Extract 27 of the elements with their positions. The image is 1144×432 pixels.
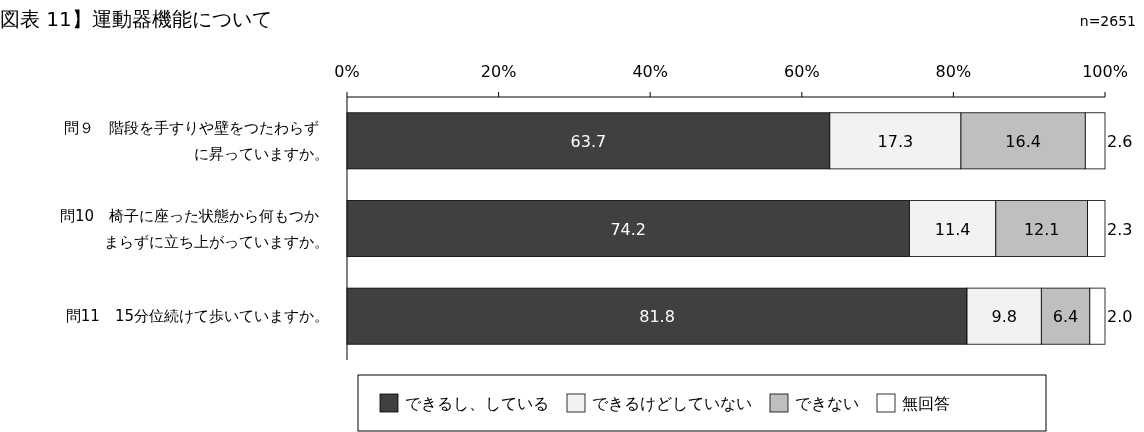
y-tick-label: 問10 椅子に座った状態から何もつかまらずに立ち上がっていますか。 bbox=[59, 206, 329, 251]
data-label: 6.4 bbox=[1052, 307, 1079, 327]
data-label: 17.3 bbox=[877, 131, 914, 151]
data-label: 2.6 bbox=[1107, 131, 1133, 151]
data-label: 63.7 bbox=[570, 131, 607, 151]
x-tick-label: 40% bbox=[632, 62, 668, 81]
y-tick-label: 問11 15分位続けて歩いていますか。 bbox=[65, 307, 329, 326]
x-tick-label: 20% bbox=[480, 62, 517, 81]
data-label: 9.8 bbox=[991, 307, 1017, 327]
data-label: 11.4 bbox=[934, 219, 971, 239]
y-tick-label: 問９ 階段を手すりや壁をつたわらずに昇っていますか。 bbox=[64, 118, 329, 163]
data-label: 2.0 bbox=[1107, 307, 1133, 327]
x-tick-label: 100% bbox=[1082, 62, 1128, 81]
data-label: 2.3 bbox=[1107, 219, 1133, 239]
data-label: 12.1 bbox=[1023, 219, 1060, 239]
x-tick-label: 0% bbox=[334, 62, 360, 81]
x-tick-label: 80% bbox=[935, 62, 972, 81]
text: 図表 11】運動器機能について bbox=[0, 7, 272, 31]
data-label: 74.2 bbox=[610, 219, 647, 239]
legend-label: できるけどしていない bbox=[592, 394, 752, 413]
data-label: 16.4 bbox=[1005, 131, 1041, 151]
legend-label: 無回答 bbox=[902, 394, 950, 413]
x-tick-label: 60% bbox=[784, 62, 820, 81]
legend-label: できない bbox=[795, 394, 859, 413]
data-label: 81.8 bbox=[639, 307, 675, 327]
text: n=2651 bbox=[1079, 13, 1136, 29]
legend-label: できるし、している bbox=[405, 394, 549, 413]
